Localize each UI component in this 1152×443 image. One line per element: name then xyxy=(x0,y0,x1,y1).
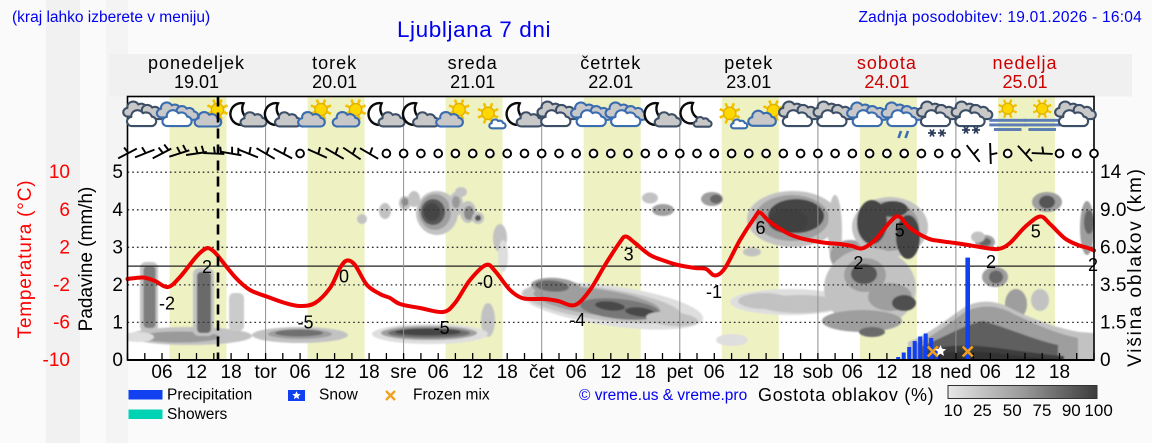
svg-text:25.01: 25.01 xyxy=(1002,72,1047,92)
svg-text:06: 06 xyxy=(704,362,725,383)
svg-text:9.0: 9.0 xyxy=(1100,200,1126,221)
svg-text:06: 06 xyxy=(980,362,1001,383)
svg-text:Temperatura (°C): Temperatura (°C) xyxy=(15,180,36,339)
svg-text:18: 18 xyxy=(635,362,656,383)
svg-text:sreda: sreda xyxy=(448,53,498,73)
svg-text:2: 2 xyxy=(986,252,996,272)
svg-text:18: 18 xyxy=(221,362,242,383)
svg-text:-5: -5 xyxy=(297,313,313,333)
svg-text:pet: pet xyxy=(667,362,694,383)
svg-text:2: 2 xyxy=(59,237,70,258)
svg-text:24.01: 24.01 xyxy=(864,72,909,92)
svg-text:06: 06 xyxy=(151,362,172,383)
svg-text:sobota: sobota xyxy=(857,53,917,73)
svg-text:čet: čet xyxy=(529,362,555,383)
svg-text:-10: -10 xyxy=(43,350,70,371)
svg-text:Padavine (mm/h): Padavine (mm/h) xyxy=(76,187,97,332)
svg-text:2: 2 xyxy=(853,253,863,273)
svg-text:90: 90 xyxy=(1062,401,1081,420)
svg-text:21.01: 21.01 xyxy=(450,72,495,92)
svg-text:1: 1 xyxy=(112,312,123,333)
svg-text:2: 2 xyxy=(202,257,212,277)
svg-text:06: 06 xyxy=(566,362,587,383)
svg-text:20.01: 20.01 xyxy=(312,72,357,92)
svg-text:-1: -1 xyxy=(706,282,722,302)
svg-text:2: 2 xyxy=(112,275,123,296)
svg-text:Showers: Showers xyxy=(167,406,228,423)
svg-text:6: 6 xyxy=(59,200,70,221)
svg-text:-4: -4 xyxy=(569,310,585,330)
svg-text:nedelja: nedelja xyxy=(992,53,1057,73)
svg-text:-2: -2 xyxy=(159,294,175,314)
svg-text:5: 5 xyxy=(112,162,123,183)
svg-text:10: 10 xyxy=(944,401,963,420)
svg-text:23.01: 23.01 xyxy=(726,72,771,92)
svg-text:22.01: 22.01 xyxy=(588,72,633,92)
svg-text:06: 06 xyxy=(428,362,449,383)
svg-text:12: 12 xyxy=(1014,362,1035,383)
svg-text:18: 18 xyxy=(911,362,932,383)
svg-text:12: 12 xyxy=(876,362,897,383)
svg-text:0: 0 xyxy=(112,350,123,371)
svg-text:18: 18 xyxy=(497,362,518,383)
svg-text:-5: -5 xyxy=(434,318,450,338)
svg-text:25: 25 xyxy=(973,401,992,420)
svg-text:petek: petek xyxy=(724,53,773,73)
svg-text:četrtek: četrtek xyxy=(580,53,641,73)
svg-text:5: 5 xyxy=(895,221,905,241)
svg-text:06: 06 xyxy=(290,362,311,383)
svg-text:Gostota oblakov (%): Gostota oblakov (%) xyxy=(758,385,934,405)
svg-text:ponedeljek: ponedeljek xyxy=(148,53,245,73)
svg-text:-6: -6 xyxy=(53,312,70,333)
svg-text:18: 18 xyxy=(773,362,794,383)
svg-text:2: 2 xyxy=(1088,255,1098,275)
svg-text:12: 12 xyxy=(462,362,483,383)
svg-text:18: 18 xyxy=(1049,362,1070,383)
svg-text:-0: -0 xyxy=(477,272,493,292)
svg-text:tor: tor xyxy=(255,362,278,383)
svg-text:18: 18 xyxy=(359,362,380,383)
svg-text:(kraj lahko izberete v meniju): (kraj lahko izberete v meniju) xyxy=(12,9,210,26)
svg-text:0: 0 xyxy=(339,267,349,287)
svg-text:© vreme.us & vreme.pro: © vreme.us & vreme.pro xyxy=(579,387,747,404)
svg-text:Snow: Snow xyxy=(319,387,359,404)
svg-text:torek: torek xyxy=(312,53,357,73)
svg-text:06: 06 xyxy=(842,362,863,383)
svg-text:19.01: 19.01 xyxy=(174,72,219,92)
svg-text:sre: sre xyxy=(390,362,416,383)
svg-text:6.0: 6.0 xyxy=(1100,237,1126,258)
svg-text:Precipitation: Precipitation xyxy=(167,387,252,404)
svg-text:3: 3 xyxy=(624,244,634,264)
svg-text:6: 6 xyxy=(755,218,765,238)
svg-text:12: 12 xyxy=(600,362,621,383)
svg-text:75: 75 xyxy=(1033,401,1052,420)
svg-text:3.5: 3.5 xyxy=(1100,275,1126,296)
svg-text:ned: ned xyxy=(940,362,972,383)
svg-text:Višina oblakov (km): Višina oblakov (km) xyxy=(1125,167,1146,367)
svg-text:3: 3 xyxy=(112,237,123,258)
svg-text:Ljubljana 7 dni: Ljubljana 7 dni xyxy=(397,17,551,42)
svg-text:12: 12 xyxy=(738,362,759,383)
svg-text:12: 12 xyxy=(186,362,207,383)
svg-text:1.5: 1.5 xyxy=(1100,312,1126,333)
svg-text:100: 100 xyxy=(1084,401,1112,420)
svg-text:0: 0 xyxy=(1100,350,1111,371)
svg-text:sob: sob xyxy=(803,362,834,383)
svg-text:10: 10 xyxy=(49,162,70,183)
svg-text:Zadnja posodobitev: 19.01.2026: Zadnja posodobitev: 19.01.2026 - 16:04 xyxy=(858,9,1142,26)
svg-text:-2: -2 xyxy=(53,275,70,296)
svg-text:4: 4 xyxy=(112,200,123,221)
svg-text:12: 12 xyxy=(324,362,345,383)
svg-text:14: 14 xyxy=(1100,162,1122,183)
svg-text:Frozen mix: Frozen mix xyxy=(413,387,490,404)
svg-text:5: 5 xyxy=(1031,222,1041,242)
svg-text:50: 50 xyxy=(1003,401,1022,420)
